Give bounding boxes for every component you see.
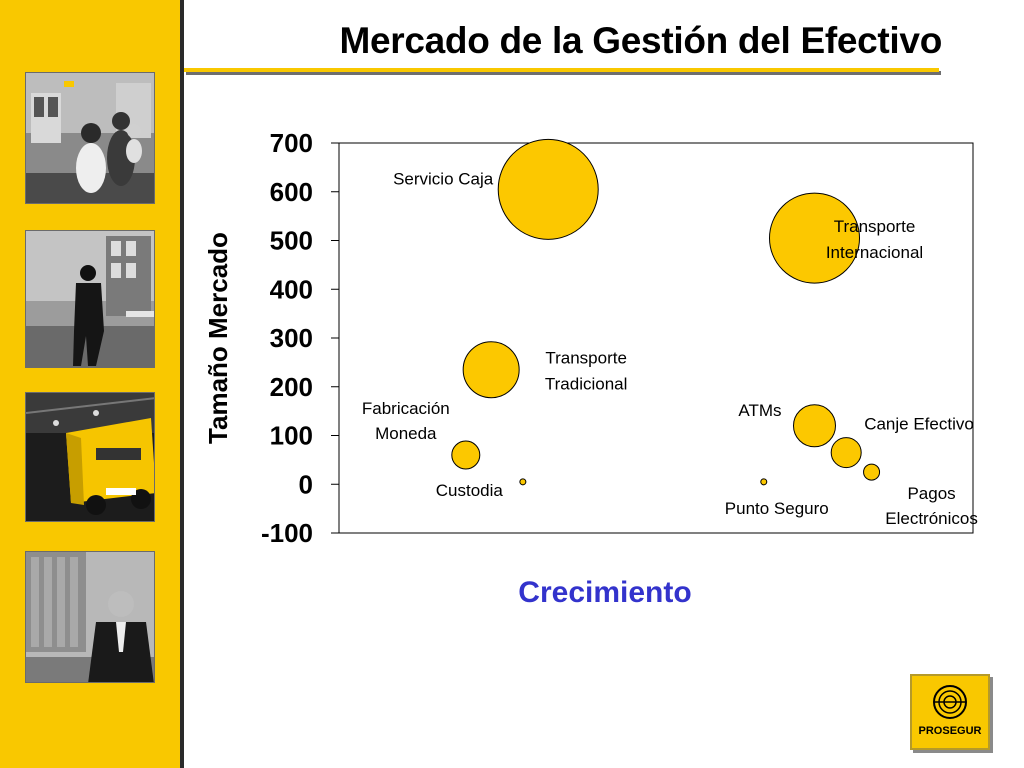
bubble: [519, 478, 527, 486]
y-tick-label: 700: [270, 128, 313, 158]
bubbles-group: [451, 138, 881, 486]
bubble-label: ATMs: [738, 401, 781, 420]
bubble-label: Pagos Electrónicos: [885, 484, 978, 528]
sidebar-divider: [180, 0, 184, 768]
title-underline: [184, 68, 939, 72]
y-axis: 700 600 500 400 300 200 100 0 -100: [261, 128, 339, 548]
bubble: [793, 404, 836, 448]
y-axis-label: Tamaño Mercado: [203, 232, 233, 444]
y-tick-label: 100: [270, 421, 313, 451]
bubble-label: Canje Efectivo: [864, 415, 974, 434]
armored-truck-photo: [25, 392, 155, 522]
bubble-labels: Servicio Caja Transporte Internacional Tran…: [362, 169, 978, 528]
bubble: [462, 341, 520, 399]
svg-text:PROSEGUR: PROSEGUR: [919, 725, 982, 737]
bubble: [451, 440, 481, 470]
bubble: [769, 192, 860, 284]
y-tick-label: 0: [299, 469, 313, 499]
businessman-photo: [25, 551, 155, 683]
family-photo: [25, 72, 155, 204]
bubble-label: Servicio Caja: [393, 169, 494, 188]
bubble-label: Punto Seguro: [725, 499, 829, 518]
bubble: [760, 478, 768, 486]
bubble-label: Transporte Tradicional: [545, 349, 628, 394]
prosegur-logo: PROSEGUR: [910, 674, 990, 750]
x-axis-label: Crecimiento: [518, 576, 691, 609]
bubble-label: Transporte Internacional: [826, 217, 923, 262]
bubble-label: Fabricación Moneda: [362, 399, 450, 443]
bubble-chart: 700 600 500 400 300 200 100 0 -100 Servicio Caja…: [203, 128, 978, 609]
bubble: [830, 437, 862, 469]
y-tick-label: 300: [270, 323, 313, 353]
y-tick-label: -100: [261, 518, 313, 548]
y-tick-label: 600: [270, 177, 313, 207]
bubble: [497, 138, 599, 240]
y-tick-label: 200: [270, 372, 313, 402]
security-guard-photo: [25, 230, 155, 368]
y-tick-label: 400: [270, 274, 313, 304]
bubble-label: Custodia: [436, 481, 504, 500]
page-title: Mercado de la Gestión del Efectivo: [339, 20, 942, 61]
y-tick-label: 500: [270, 226, 313, 256]
bubble: [863, 463, 881, 481]
